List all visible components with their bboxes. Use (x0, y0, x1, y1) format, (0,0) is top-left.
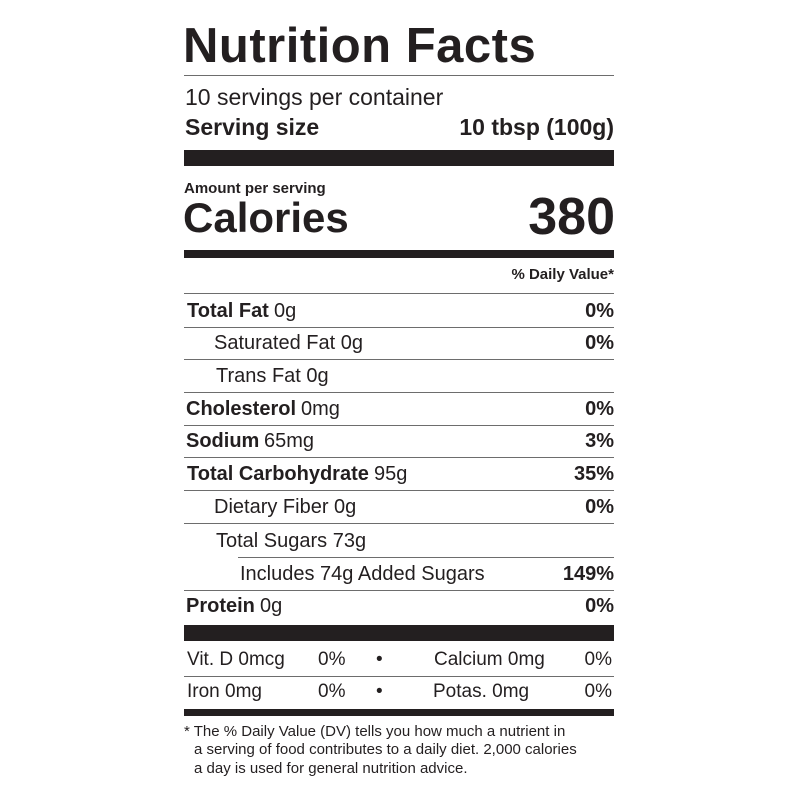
nutrient-name: Sodium (186, 430, 260, 452)
nutrient-dv: 149% (562, 563, 614, 585)
title: Nutrition Facts (183, 19, 537, 73)
nutrient-dv: 0% (585, 332, 614, 354)
nutrient-name: Protein (186, 595, 255, 617)
nutrient-dv: 0% (585, 496, 614, 518)
nutrient-dv: 3% (585, 430, 614, 452)
nutrient-name: Total Fat (187, 300, 269, 322)
serving-size-label: Serving size (185, 114, 320, 140)
vitamin-name: Vit. D 0mcg (187, 649, 285, 670)
nutrient-dv: 0% (585, 595, 614, 617)
divider (238, 557, 614, 558)
nutrient-name: Total Sugars 73g (216, 530, 367, 552)
amount-label: Amount per serving (184, 180, 326, 197)
vitamin-dv: 0% (318, 681, 346, 702)
vitamin-dv: 0% (584, 681, 612, 702)
nutrient-dv: 0% (585, 300, 614, 322)
nutrient-amount: 0g (274, 300, 297, 322)
nutrient-dv: 35% (573, 463, 614, 485)
vitamin-name: Iron 0mg (187, 681, 262, 702)
divider (184, 676, 614, 677)
divider (184, 75, 614, 76)
thick-bar (184, 250, 614, 258)
footnote-line: a serving of food contributes to a daily… (194, 741, 577, 758)
separator: • (376, 649, 383, 670)
divider (184, 359, 614, 360)
calories-value: 380 (528, 188, 615, 246)
vitamin-dv: 0% (584, 649, 612, 670)
nutrient-amount: 0g (260, 595, 283, 617)
thick-bar (184, 709, 614, 716)
divider (184, 457, 614, 458)
vitamin-dv: 0% (318, 649, 346, 670)
divider (184, 590, 614, 591)
daily-value-header: % Daily Value* (511, 266, 614, 283)
nutrient-name: Cholesterol (186, 398, 297, 420)
separator: • (376, 681, 383, 702)
divider (184, 425, 614, 426)
divider (184, 523, 614, 524)
nutrient-name: Total Carbohydrate (187, 463, 369, 485)
nutrient-name: Dietary Fiber 0g (214, 496, 357, 518)
thick-bar (184, 150, 614, 166)
nutrient-amount: 0mg (301, 398, 340, 420)
divider (184, 327, 614, 328)
nutrient-dv: 0% (585, 398, 614, 420)
thick-bar (184, 625, 614, 641)
footnote-line: a day is used for general nutrition advi… (194, 760, 468, 777)
nutrient-amount: 65mg (264, 430, 315, 452)
divider (184, 490, 614, 491)
nutrient-name: Saturated Fat 0g (214, 332, 363, 354)
nutrient-amount: 95g (374, 463, 408, 485)
nutrient-name: Trans Fat 0g (216, 365, 329, 387)
calories-label: Calories (183, 194, 349, 241)
nutrient-name: Includes 74g Added Sugars (240, 563, 485, 585)
divider (184, 392, 614, 393)
servings: 10 servings per container (185, 84, 444, 110)
vitamin-name: Calcium 0mg (434, 649, 545, 670)
vitamin-name: Potas. 0mg (433, 681, 530, 702)
divider (184, 293, 614, 294)
serving-size-value: 10 tbsp (100g) (459, 114, 614, 140)
footnote-line: * The % Daily Value (DV) tells you how m… (184, 723, 566, 740)
